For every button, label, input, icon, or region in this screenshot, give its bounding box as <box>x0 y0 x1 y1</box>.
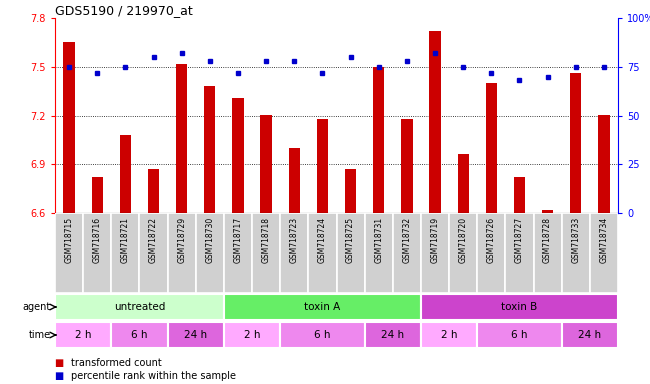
Text: GSM718727: GSM718727 <box>515 217 524 263</box>
FancyBboxPatch shape <box>421 213 449 293</box>
Bar <box>373 67 384 213</box>
FancyBboxPatch shape <box>55 213 83 293</box>
FancyBboxPatch shape <box>83 213 111 293</box>
Bar <box>204 86 215 213</box>
Bar <box>232 98 244 213</box>
FancyBboxPatch shape <box>562 323 618 348</box>
Text: GSM718733: GSM718733 <box>571 217 580 263</box>
Bar <box>289 148 300 213</box>
Text: GDS5190 / 219970_at: GDS5190 / 219970_at <box>55 4 193 17</box>
FancyBboxPatch shape <box>111 323 168 348</box>
Bar <box>401 119 413 213</box>
Text: GSM718731: GSM718731 <box>374 217 384 263</box>
Text: untreated: untreated <box>114 302 165 312</box>
Text: 24 h: 24 h <box>578 330 601 340</box>
Text: percentile rank within the sample: percentile rank within the sample <box>72 371 236 381</box>
Text: GSM718734: GSM718734 <box>599 217 608 263</box>
Text: 2 h: 2 h <box>244 330 260 340</box>
Text: toxin B: toxin B <box>501 302 538 312</box>
Text: GSM718723: GSM718723 <box>290 217 299 263</box>
FancyBboxPatch shape <box>365 213 393 293</box>
Bar <box>458 154 469 213</box>
FancyBboxPatch shape <box>477 323 562 348</box>
Bar <box>345 169 356 213</box>
FancyBboxPatch shape <box>590 213 618 293</box>
Bar <box>148 169 159 213</box>
Text: toxin A: toxin A <box>304 302 341 312</box>
Text: 2 h: 2 h <box>441 330 458 340</box>
Text: GSM718732: GSM718732 <box>402 217 411 263</box>
Text: GSM718716: GSM718716 <box>93 217 101 263</box>
FancyBboxPatch shape <box>168 213 196 293</box>
FancyBboxPatch shape <box>393 213 421 293</box>
FancyBboxPatch shape <box>224 213 252 293</box>
Text: GSM718720: GSM718720 <box>459 217 468 263</box>
Bar <box>317 119 328 213</box>
FancyBboxPatch shape <box>224 323 280 348</box>
Text: 24 h: 24 h <box>184 330 207 340</box>
Bar <box>598 116 610 213</box>
Text: GSM718718: GSM718718 <box>261 217 270 263</box>
Text: GSM718729: GSM718729 <box>177 217 186 263</box>
FancyBboxPatch shape <box>562 213 590 293</box>
FancyBboxPatch shape <box>506 213 534 293</box>
FancyBboxPatch shape <box>534 213 562 293</box>
FancyBboxPatch shape <box>55 295 224 319</box>
Bar <box>542 210 553 213</box>
FancyBboxPatch shape <box>224 295 421 319</box>
Bar <box>261 116 272 213</box>
Bar <box>570 73 581 213</box>
Text: GSM718725: GSM718725 <box>346 217 355 263</box>
Text: 2 h: 2 h <box>75 330 92 340</box>
FancyBboxPatch shape <box>280 323 365 348</box>
FancyBboxPatch shape <box>280 213 308 293</box>
Text: GSM718715: GSM718715 <box>64 217 73 263</box>
FancyBboxPatch shape <box>477 213 506 293</box>
FancyBboxPatch shape <box>196 213 224 293</box>
Text: 6 h: 6 h <box>512 330 528 340</box>
Bar <box>430 31 441 213</box>
FancyBboxPatch shape <box>308 213 337 293</box>
FancyBboxPatch shape <box>252 213 280 293</box>
FancyBboxPatch shape <box>168 323 224 348</box>
Text: GSM718721: GSM718721 <box>121 217 130 263</box>
Bar <box>486 83 497 213</box>
Text: GSM718722: GSM718722 <box>149 217 158 263</box>
Bar <box>176 63 187 213</box>
Text: 6 h: 6 h <box>314 330 331 340</box>
Text: GSM718728: GSM718728 <box>543 217 552 263</box>
Text: agent: agent <box>23 302 51 312</box>
Text: ■: ■ <box>55 371 68 381</box>
FancyBboxPatch shape <box>365 323 421 348</box>
Text: GSM718730: GSM718730 <box>205 217 214 263</box>
FancyBboxPatch shape <box>55 323 111 348</box>
Text: GSM718719: GSM718719 <box>430 217 439 263</box>
Text: ■: ■ <box>55 358 68 368</box>
Text: GSM718717: GSM718717 <box>233 217 242 263</box>
Bar <box>64 42 75 213</box>
Text: GSM718726: GSM718726 <box>487 217 496 263</box>
Text: 6 h: 6 h <box>131 330 148 340</box>
Text: transformed count: transformed count <box>72 358 162 368</box>
FancyBboxPatch shape <box>421 323 477 348</box>
FancyBboxPatch shape <box>111 213 140 293</box>
Bar <box>120 135 131 213</box>
FancyBboxPatch shape <box>421 295 618 319</box>
FancyBboxPatch shape <box>337 213 365 293</box>
Text: 24 h: 24 h <box>382 330 404 340</box>
Bar <box>514 177 525 213</box>
Text: GSM718724: GSM718724 <box>318 217 327 263</box>
FancyBboxPatch shape <box>449 213 477 293</box>
FancyBboxPatch shape <box>140 213 168 293</box>
Bar <box>92 177 103 213</box>
Text: time: time <box>29 330 51 340</box>
